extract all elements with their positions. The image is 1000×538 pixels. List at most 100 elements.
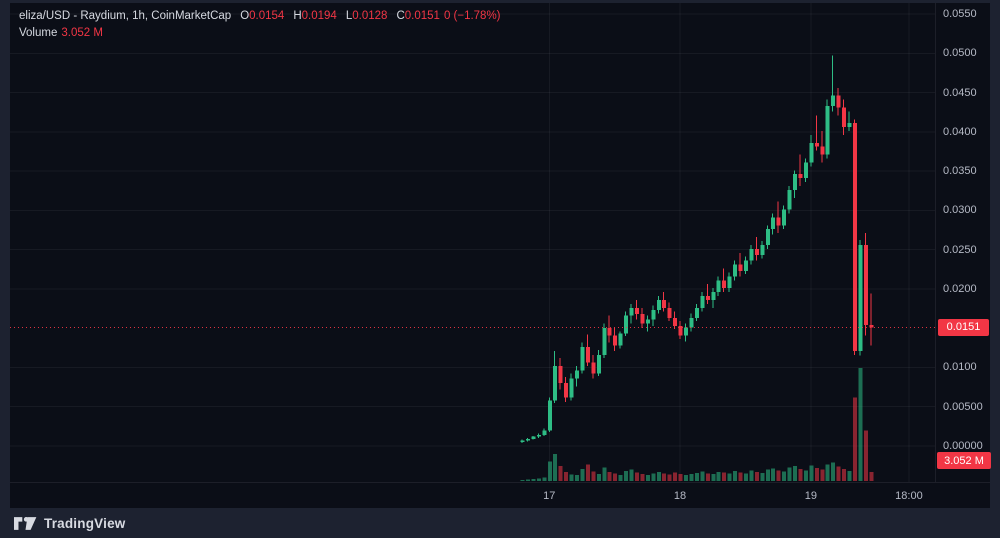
volume-bar (765, 469, 770, 481)
volume-bar (869, 471, 874, 481)
time-tick-label: 18:00 (895, 490, 923, 502)
candle-body (684, 327, 688, 336)
price-tick-label: 0.0100 (943, 361, 977, 374)
volume-bar (782, 471, 787, 481)
volume-bar (662, 473, 667, 481)
candle-body (602, 328, 607, 355)
volume-bar (700, 471, 705, 481)
volume-bar (705, 473, 710, 481)
candle-body (634, 307, 639, 315)
candle-body (700, 295, 705, 308)
time-tick-label: 18 (673, 490, 687, 502)
volume-bar (520, 479, 525, 481)
candle-body (754, 248, 759, 256)
candle-body (536, 435, 541, 437)
volume-bar (667, 474, 672, 481)
candle-body (765, 229, 770, 245)
volume-bar (798, 469, 803, 481)
candle-body (869, 325, 874, 328)
volume-bar (536, 478, 541, 481)
candle-body (591, 362, 596, 374)
ohlc-low-value: 0.0128 (352, 10, 388, 22)
candlestick-chart[interactable] (10, 3, 935, 482)
price-tick-label: 0.0400 (943, 125, 977, 138)
candle-body (547, 400, 552, 431)
volume-bar (580, 469, 585, 481)
tradingview-logo-icon (14, 516, 37, 531)
candle-body (820, 146, 825, 155)
candle-body (825, 105, 830, 155)
volume-bar (771, 468, 776, 481)
volume-bar (613, 473, 618, 481)
candle-body (733, 264, 738, 277)
candle-body (809, 142, 814, 163)
volume-bar (542, 477, 547, 481)
volume-bar (624, 470, 629, 481)
volume-bar (618, 475, 623, 481)
candle-body (673, 317, 678, 326)
volume-bar (585, 464, 590, 481)
price-axis[interactable]: 0.0151 3.052 M 0.0550 0.0500 0.0450 0.0400 0… (935, 3, 991, 482)
volume-bar (607, 472, 612, 481)
candle-body (656, 299, 661, 311)
volume-bar (596, 473, 601, 481)
volume-bar (673, 472, 678, 481)
candle-body (624, 315, 629, 334)
candle-body (776, 217, 781, 226)
candle-body (629, 307, 634, 316)
volume-bar (547, 461, 552, 481)
volume-bar (694, 472, 699, 481)
volume-bar (531, 478, 536, 481)
price-tick-label: 0.0350 (943, 165, 977, 178)
candle-body (667, 307, 672, 318)
volume-bar (863, 430, 868, 481)
candle-body (613, 335, 618, 346)
ohlc-low-label: L (345, 10, 353, 22)
volume-bar (525, 479, 530, 481)
candle-body (640, 314, 645, 324)
volume-bar (776, 470, 781, 481)
candle-body (678, 325, 683, 336)
legend-row-symbol: eliza/USD - Raydium, 1h, CoinMarketCap O0… (19, 10, 501, 22)
volume-bar (716, 472, 721, 481)
legend-row-volume: Volume 3.052 M (19, 27, 501, 39)
candle-body (803, 162, 808, 179)
volume-bar (689, 474, 694, 481)
volume-bar (733, 471, 738, 481)
candle-body (525, 438, 530, 441)
volume-bar (820, 469, 825, 481)
candle-body (531, 436, 536, 439)
ohlc-close-label: C (396, 10, 405, 22)
volume-bar (591, 471, 596, 481)
change-value: 0 (−1.78%) (443, 10, 501, 22)
price-tick-label: 0.0250 (943, 243, 977, 256)
volume-bar (809, 465, 814, 481)
volume-bar (651, 473, 656, 481)
candle-body (607, 328, 612, 336)
candle-body (520, 440, 525, 443)
candle-body (787, 189, 792, 210)
chart-widget: eliza/USD - Raydium, 1h, CoinMarketCap O0… (10, 3, 991, 509)
tradingview-attribution-link[interactable]: TradingView (14, 511, 125, 535)
candle-body (705, 295, 710, 300)
volume-bar (793, 466, 797, 481)
current-price-badge: 0.0151 (938, 318, 989, 336)
ohlc-close-value: 0.0151 (404, 10, 440, 22)
volume-bar (749, 470, 754, 481)
candle-body (836, 95, 841, 108)
candle-body (558, 365, 563, 384)
volume-bar (569, 474, 574, 481)
volume-bar (803, 470, 808, 481)
candle-body (743, 260, 748, 271)
price-tick-label: 0.00500 (943, 400, 983, 413)
candle-body (858, 244, 863, 351)
volume-bar (722, 472, 727, 481)
time-axis[interactable]: 17 18 19 18:00 (10, 482, 990, 509)
symbol-title: eliza/USD - Raydium, 1h, CoinMarketCap (19, 10, 232, 22)
candle-body (694, 307, 699, 318)
candle-body (831, 95, 836, 106)
candle-body (738, 264, 743, 271)
candle-body (716, 280, 721, 293)
candle-body (662, 299, 667, 308)
